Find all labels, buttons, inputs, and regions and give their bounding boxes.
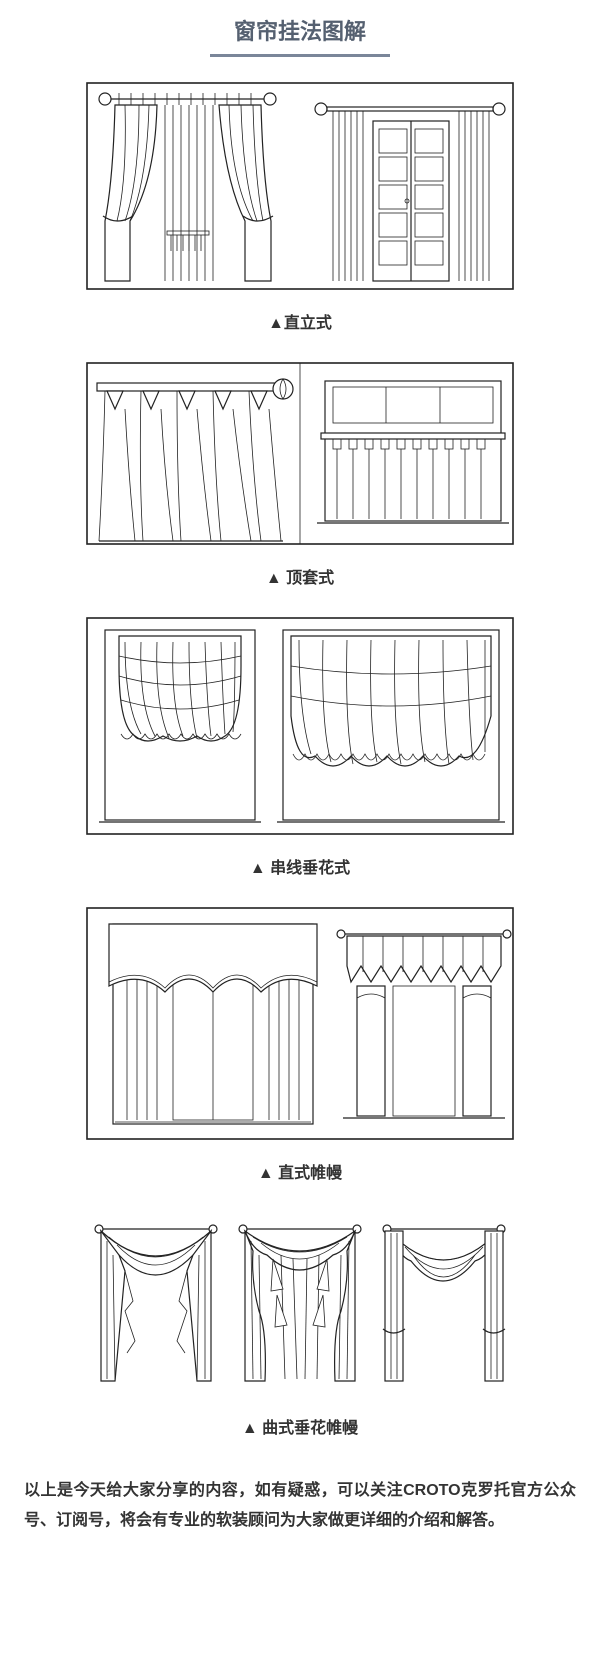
illustration-swag: [85, 1211, 515, 1396]
caption-rod-pocket: ▲ 顶套式: [0, 564, 600, 588]
illustration-rod-pocket: [85, 361, 515, 546]
page-title: 窗帘挂法图解: [210, 0, 390, 57]
illustration-upright: [85, 81, 515, 291]
footer-text: 以上是今天给大家分享的内容，如有疑惑，可以关注CROTO克罗托官方公众号、订阅号…: [0, 1466, 600, 1567]
caption-balloon: ▲ 串线垂花式: [0, 854, 600, 878]
illustration-straight-valance: [85, 906, 515, 1141]
illustration-balloon: [85, 616, 515, 836]
caption-straight-valance: ▲ 直式帷幔: [0, 1159, 600, 1183]
caption-swag: ▲ 曲式垂花帷幔: [0, 1414, 600, 1438]
caption-upright: ▲直立式: [0, 309, 600, 333]
